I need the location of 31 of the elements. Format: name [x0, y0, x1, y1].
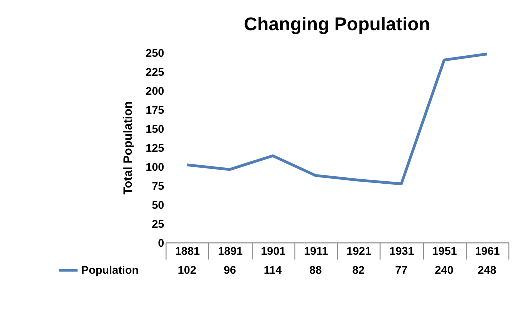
- data-label: 114: [264, 265, 283, 278]
- x-tick-label: 1931: [390, 246, 414, 258]
- chart-title: Changing Population: [244, 13, 430, 34]
- data-label: 88: [310, 265, 322, 278]
- y-tick-label: 50: [152, 200, 164, 212]
- x-tick-label: 1961: [475, 246, 500, 258]
- x-tick-label: 1891: [218, 246, 243, 258]
- y-tick-label: 125: [146, 142, 164, 155]
- data-label: 248: [478, 265, 497, 278]
- y-tick-label: 250: [146, 48, 164, 60]
- y-tick-label: 225: [146, 66, 164, 79]
- y-tick-label: 175: [146, 104, 164, 117]
- y-tick-label: 150: [146, 124, 164, 136]
- x-tick-label: 1901: [261, 246, 286, 258]
- data-label: 77: [395, 265, 408, 278]
- data-label: 240: [435, 265, 454, 278]
- x-tick-label: 1881: [175, 246, 200, 258]
- data-label: 96: [224, 265, 236, 278]
- line-series: [186, 52, 489, 186]
- x-tick-label: 1921: [346, 246, 372, 258]
- x-tick-label: 1951: [432, 246, 458, 258]
- legend-label: Population: [82, 265, 140, 278]
- y-tick-label: 0: [158, 238, 164, 250]
- x-tick-label: 1911: [304, 246, 328, 258]
- data-label: 102: [178, 265, 197, 278]
- y-axis-title: Total Population: [121, 101, 136, 195]
- y-tick-label: 25: [152, 218, 164, 231]
- data-label: 82: [352, 265, 365, 278]
- y-tick-label: 75: [152, 180, 164, 193]
- y-tick-label: 200: [146, 86, 164, 98]
- y-tick-label: 100: [146, 162, 164, 174]
